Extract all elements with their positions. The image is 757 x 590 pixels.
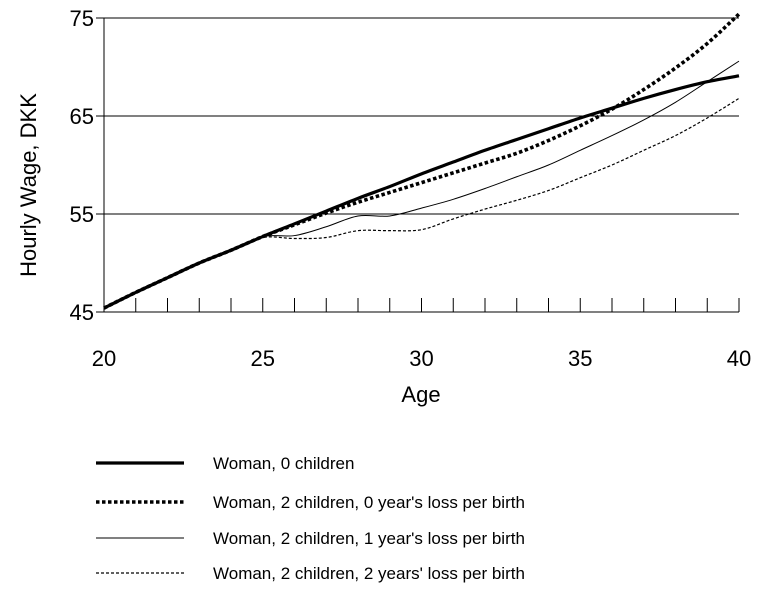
x-tick-label: 25 bbox=[251, 346, 275, 371]
grid-lines bbox=[104, 17, 739, 215]
series-line-1 bbox=[103, 74, 740, 310]
legend: Woman, 0 children Woman, 2 children, 0 ye… bbox=[96, 454, 525, 583]
legend-label: Woman, 2 children, 1 year's loss per bir… bbox=[213, 529, 525, 548]
y-axis-title: Hourly Wage, DKK bbox=[16, 93, 41, 277]
y-tick-label: 75 bbox=[70, 6, 94, 31]
y-tick-label: 55 bbox=[70, 202, 94, 227]
y-tick-label: 45 bbox=[70, 300, 94, 325]
legend-label: Woman, 2 children, 0 year's loss per bir… bbox=[213, 493, 525, 512]
x-tick-labels: 20 25 30 35 40 bbox=[92, 346, 751, 371]
legend-label: Woman, 2 children, 2 years' loss per bir… bbox=[213, 564, 525, 583]
y-tick-labels: 45 55 65 75 bbox=[70, 6, 94, 325]
series-line-4 bbox=[103, 97, 740, 309]
y-tick-label: 65 bbox=[70, 104, 94, 129]
series-lines bbox=[103, 12, 741, 310]
x-axis-title: Age bbox=[401, 382, 440, 407]
axes bbox=[96, 17, 740, 313]
x-tick-label: 20 bbox=[92, 346, 116, 371]
x-tick-label: 30 bbox=[409, 346, 433, 371]
x-tick-label: 40 bbox=[727, 346, 751, 371]
legend-label: Woman, 0 children bbox=[213, 454, 354, 473]
x-tick-label: 35 bbox=[568, 346, 592, 371]
